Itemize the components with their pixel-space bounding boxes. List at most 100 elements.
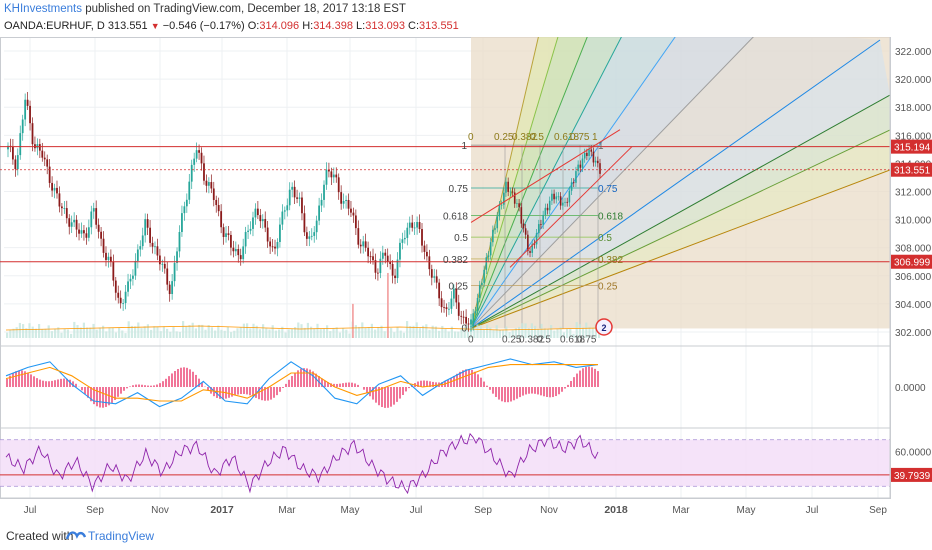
macd-histogram-bar <box>183 367 185 387</box>
candle-body <box>377 272 379 274</box>
macd-histogram-bar <box>324 380 326 387</box>
volume-bar <box>124 333 127 338</box>
candle-body <box>572 182 575 184</box>
candle-body <box>462 316 465 318</box>
time-tick-label: Sep <box>869 505 887 516</box>
volume-bar <box>60 332 63 338</box>
candle-body <box>364 241 367 248</box>
candle-body <box>46 159 49 167</box>
macd-histogram-bar <box>126 387 128 389</box>
volume-bar <box>521 323 524 338</box>
macd-histogram-bar <box>60 378 62 387</box>
candle-body <box>332 174 335 178</box>
macd-histogram-bar <box>300 368 302 387</box>
high-value: 314.398 <box>313 20 353 32</box>
candle-body <box>394 275 396 279</box>
volume-bar <box>444 328 447 338</box>
macd-histogram-bar <box>489 387 491 390</box>
volume-bar <box>54 328 57 338</box>
macd-histogram-bar <box>114 387 116 400</box>
time-tick-label: May <box>737 505 756 516</box>
volume-bar <box>482 329 485 338</box>
macd-histogram-bar <box>465 369 467 387</box>
volume-bar <box>505 326 508 338</box>
macd-histogram-bar <box>279 387 281 392</box>
volume-bar <box>354 325 357 338</box>
macd-histogram-bar <box>435 382 437 387</box>
candle-body <box>124 291 127 304</box>
macd-histogram-bar <box>381 387 383 408</box>
time-axis[interactable]: Jul Sep Nov 2017 Mar May Jul Sep Nov 2018 Mar May Ju… <box>24 504 888 516</box>
candle-body <box>386 255 389 262</box>
candle-body <box>474 311 477 314</box>
candle-body <box>117 292 120 298</box>
candle-body <box>73 219 76 223</box>
volume-bar <box>329 331 332 338</box>
volume-bar <box>457 331 460 338</box>
tradingview-logo-icon <box>66 531 86 540</box>
author-link[interactable]: KHInvestments <box>4 3 82 15</box>
candle-body <box>575 171 577 183</box>
candle-body <box>323 184 325 200</box>
candle-body <box>176 251 178 264</box>
volume-bar <box>185 326 188 338</box>
macd-histogram-bar <box>426 380 428 387</box>
gann-fan-tool[interactable] <box>470 25 890 329</box>
volume-bar <box>582 327 585 338</box>
macd-histogram-bar <box>102 387 104 408</box>
candle-body <box>310 235 313 237</box>
time-tick-label: 2017 <box>210 504 234 516</box>
candle-body <box>151 242 154 247</box>
candle-body <box>92 208 95 212</box>
price-axis[interactable]: 302.000 304.000 306.000 308.000 310.000 312.0… <box>889 37 932 498</box>
candle-body <box>90 211 93 228</box>
macd-histogram-bar <box>156 384 158 387</box>
volume-bar <box>406 321 409 338</box>
candle-body <box>181 213 183 233</box>
gann-level-label-top: 0.618 <box>554 132 579 143</box>
candle-body <box>381 252 384 259</box>
candle-body <box>359 244 362 247</box>
macd-histogram-bar <box>483 381 485 387</box>
candle-body <box>568 190 571 203</box>
volume-bar <box>313 328 316 338</box>
candle-body <box>548 200 551 211</box>
candle-body <box>149 227 151 243</box>
candle-body <box>391 263 394 276</box>
candle-body <box>60 206 63 209</box>
volume-bar <box>249 328 252 338</box>
candle-body <box>78 229 80 234</box>
volume-bar <box>518 326 521 338</box>
candle-body <box>325 169 328 185</box>
candle-body <box>581 158 584 168</box>
volume-bar <box>217 325 220 338</box>
volume-bar <box>178 332 181 338</box>
volume-bar <box>214 330 217 338</box>
macd-histogram-bar <box>399 387 401 399</box>
tradingview-brand[interactable]: TradingView <box>88 529 155 543</box>
candle-body <box>354 215 357 229</box>
volume-bar <box>86 327 89 338</box>
candle-body <box>496 216 499 229</box>
macd-histogram-bar <box>81 387 83 391</box>
candle-body <box>286 205 289 211</box>
volume-bar <box>79 327 82 338</box>
volume-bar <box>358 326 361 338</box>
volume-bar <box>121 330 124 338</box>
volume-bar <box>89 327 92 338</box>
volume-bar <box>396 327 399 338</box>
horizontal-lines[interactable] <box>0 146 890 263</box>
macd-histogram-bar <box>555 387 557 397</box>
gann-fan-line <box>470 37 754 329</box>
candle-body <box>132 275 134 279</box>
candle-body <box>483 269 485 283</box>
candle-body <box>529 251 531 253</box>
trading-chart[interactable]: 10.750.6180.50.3820.25010.750.6180.50.38… <box>0 0 932 519</box>
macd-histogram-bar <box>111 387 113 403</box>
candle-body <box>520 207 523 224</box>
time-tick-label: Sep <box>474 505 492 516</box>
price-tick-label: 320.000 <box>895 75 932 86</box>
candle-body <box>158 255 161 265</box>
candle-body <box>544 207 547 215</box>
macd-histogram-bar <box>546 387 548 397</box>
